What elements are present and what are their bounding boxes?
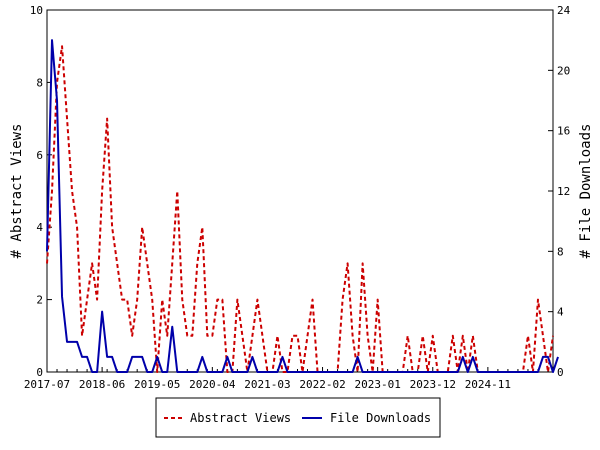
left-tick-label: 6 — [36, 149, 43, 162]
x-tick-label: 2022-02 — [299, 378, 345, 391]
right-tick-label: 16 — [557, 125, 570, 138]
left-tick-label: 0 — [36, 366, 43, 379]
left-tick-label: 8 — [36, 76, 43, 89]
series-line-file-downloads — [46, 39, 559, 373]
legend-label-file-downloads: File Downloads — [330, 411, 431, 425]
x-tick-label: 2017-07 — [24, 378, 70, 391]
right-tick-label: 4 — [557, 306, 564, 319]
x-tick-label: 2023-12 — [410, 378, 456, 391]
x-tick-label: 2021-03 — [244, 378, 290, 391]
series-line-abstract-views — [46, 45, 554, 373]
right-axis-title: # File Downloads — [578, 124, 594, 259]
left-y-axis: 0 2 4 6 8 10 — [30, 4, 52, 379]
left-tick-label: 4 — [36, 221, 43, 234]
series-layer — [46, 39, 559, 373]
legend-box — [155, 397, 441, 438]
left-tick-label: 10 — [30, 4, 43, 17]
right-tick-label: 24 — [557, 4, 571, 17]
x-tick-label: 2024-11 — [465, 378, 511, 391]
right-tick-label: 20 — [557, 64, 570, 77]
right-tick-label: 12 — [557, 185, 570, 198]
x-tick-label: 2019-05 — [134, 378, 180, 391]
left-tick-label: 2 — [36, 294, 43, 307]
right-tick-label: 8 — [557, 245, 564, 258]
x-tick-label: 2018-06 — [79, 378, 125, 391]
x-tick-label: 2020-04 — [189, 378, 236, 391]
x-axis: 2017-07 2018-06 2019-05 2020-04 2021-03 2022-… — [24, 367, 549, 391]
right-y-axis: 0 4 8 12 16 20 24 — [548, 4, 571, 379]
x-tick-label: 2023-01 — [354, 378, 400, 391]
left-axis-title: # Abstract Views — [9, 124, 25, 259]
right-tick-label: 0 — [557, 366, 564, 379]
legend-label-abstract-views: Abstract Views — [190, 411, 291, 425]
plot-area-frame — [46, 9, 554, 373]
legend: Abstract Views File Downloads — [155, 397, 441, 438]
